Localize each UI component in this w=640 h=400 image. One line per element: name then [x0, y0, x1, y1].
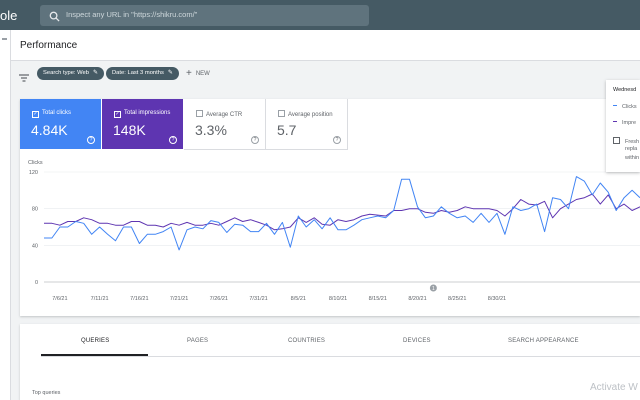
new-filter-label: NEW	[195, 71, 210, 77]
tab-pages[interactable]: PAGES	[187, 338, 209, 344]
metric-label: Average position	[288, 112, 333, 118]
tab-devices[interactable]: DEVICES	[403, 338, 431, 344]
x-tick-label: 8/30/21	[488, 296, 506, 302]
tooltip-fresh-line2: repla	[625, 146, 638, 152]
filter-bar: Search type: Web ✎ Date: Last 3 months ✎ +…	[11, 61, 640, 86]
x-tick-label: 8/25/21	[448, 296, 466, 302]
x-tick-label: 7/26/21	[210, 296, 228, 302]
performance-chart[interactable]: Clicks 0 40 80 120 7/6/21 7/11/21 7/16/21 7/21/2…	[20, 154, 640, 314]
top-bar: ole Inspect any URL in "https://shikru.c…	[0, 0, 640, 30]
tooltip-impressions-row: Impre	[613, 120, 636, 126]
dimension-tabs-card: QUERIES PAGES COUNTRIES DEVICES SEARCH A…	[20, 324, 640, 400]
plus-icon: +	[186, 68, 192, 79]
left-nav-rail	[0, 30, 11, 400]
y-tick-label: 120	[29, 170, 38, 176]
metric-average-ctr[interactable]: Average CTR 3.3% ?	[184, 99, 266, 150]
metric-average-position[interactable]: Average position 5.7 ?	[266, 99, 348, 150]
metric-label: Total impressions	[124, 110, 171, 116]
chart-tooltip: Wednesd Clicks Impre Fresh repla within	[606, 80, 640, 172]
top-queries-header: Top queries	[32, 390, 61, 396]
x-tick-label: 7/11/21	[91, 296, 109, 302]
y-tick-label: 0	[35, 280, 38, 286]
metric-value: 148K	[113, 122, 146, 138]
help-icon[interactable]: ?	[169, 136, 177, 144]
search-icon	[49, 9, 60, 27]
page-title: Performance	[20, 40, 78, 51]
metric-total-impressions[interactable]: ✓ Total impressions 148K ?	[102, 99, 183, 149]
x-tick-label: 7/21/21	[170, 296, 188, 302]
checkbox-icon[interactable]: ✓	[32, 111, 39, 118]
clicks-legend-dash	[613, 104, 617, 106]
metric-total-clicks[interactable]: ✓ Total clicks 4.84K ?	[20, 99, 101, 149]
product-name[interactable]: ole	[0, 8, 18, 23]
tab-countries[interactable]: COUNTRIES	[288, 338, 326, 344]
annotation-marker-label: 1	[432, 286, 435, 292]
help-icon[interactable]: ?	[333, 136, 341, 144]
x-tick-label: 8/15/21	[369, 296, 387, 302]
annotation-marker[interactable]	[429, 284, 437, 292]
y-tick-label: 40	[32, 243, 38, 249]
y-tick-label: 80	[32, 207, 38, 213]
tabs-divider	[41, 356, 640, 357]
checkbox-icon[interactable]	[196, 110, 203, 117]
tab-search-appearance[interactable]: SEARCH APPEARANCE	[508, 338, 579, 344]
tooltip-date: Wednesd	[613, 87, 637, 93]
metric-value: 3.3%	[195, 122, 227, 138]
date-filter-chip[interactable]: Date: Last 3 months ✎	[106, 67, 179, 80]
clicks-series-line	[44, 176, 640, 251]
page-header: Performance	[11, 30, 640, 61]
x-tick-label: 8/20/21	[408, 296, 426, 302]
impressions-legend-dash	[613, 120, 617, 122]
help-icon[interactable]: ?	[87, 136, 95, 144]
new-filter-button[interactable]: + NEW	[186, 68, 210, 79]
checkbox-icon[interactable]	[278, 110, 285, 117]
metric-label: Total clicks	[42, 110, 72, 116]
menu-handle-icon[interactable]	[2, 38, 7, 40]
tooltip-clicks-row: Clicks	[613, 104, 637, 110]
chip-label: Search type: Web	[43, 70, 89, 76]
tooltip-fresh-row: Fresh	[613, 137, 639, 145]
metric-label: Average CTR	[206, 112, 243, 118]
edit-pencil-icon[interactable]: ✎	[167, 70, 173, 76]
x-tick-label: 8/10/21	[329, 296, 347, 302]
edit-pencil-icon[interactable]: ✎	[92, 70, 99, 76]
active-tab-indicator	[41, 354, 148, 356]
url-inspection-search[interactable]: Inspect any URL in "https://shikru.com/"	[40, 5, 369, 26]
x-tick-label: 7/31/21	[249, 296, 267, 302]
chip-label: Date: Last 3 months	[112, 70, 164, 76]
filter-icon[interactable]	[19, 69, 29, 87]
checkbox-icon[interactable]: ✓	[114, 111, 121, 118]
y-axis-label: Clicks	[28, 160, 43, 166]
search-type-filter-chip[interactable]: Search type: Web ✎	[37, 67, 105, 80]
x-tick-label: 7/6/21	[52, 296, 67, 302]
tab-queries[interactable]: QUERIES	[81, 338, 110, 344]
help-icon[interactable]: ?	[251, 136, 259, 144]
tooltip-fresh-line3: within	[625, 155, 640, 161]
x-tick-label: 7/16/21	[130, 296, 148, 302]
x-tick-label: 8/5/21	[291, 296, 306, 302]
search-placeholder[interactable]: Inspect any URL in "https://shikru.com/"	[66, 10, 198, 19]
activate-windows-watermark: Activate W	[590, 382, 638, 393]
impressions-series-line	[44, 193, 640, 231]
performance-card: ✓ Total clicks 4.84K ? ✓ Total impressions…	[20, 99, 640, 316]
metric-value: 4.84K	[31, 122, 68, 138]
calendar-icon	[613, 137, 620, 144]
metric-value: 5.7	[277, 122, 297, 138]
